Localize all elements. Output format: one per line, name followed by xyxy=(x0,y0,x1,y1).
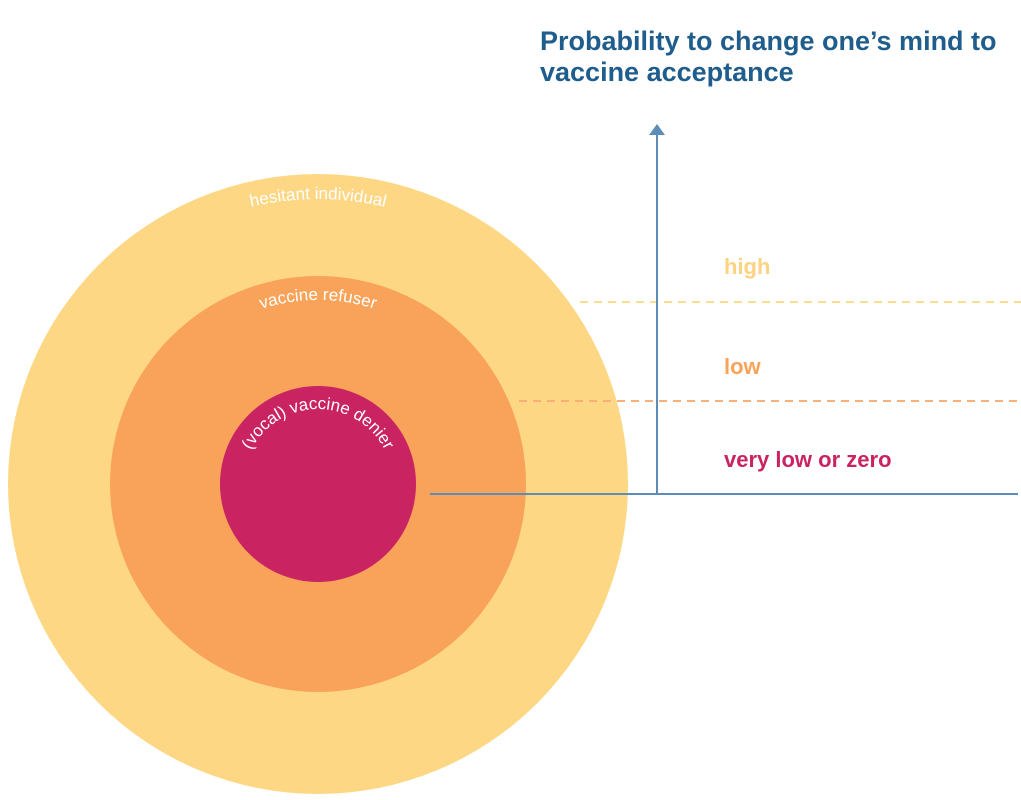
title-line: vaccine acceptance xyxy=(540,57,794,87)
axis-arrow xyxy=(649,124,665,135)
level-label: low xyxy=(724,354,762,379)
inner-circle xyxy=(220,386,416,582)
title-line: Probability to change one’s mind to xyxy=(540,26,997,56)
level-label: high xyxy=(724,254,770,279)
level-label: very low or zero xyxy=(724,447,892,472)
